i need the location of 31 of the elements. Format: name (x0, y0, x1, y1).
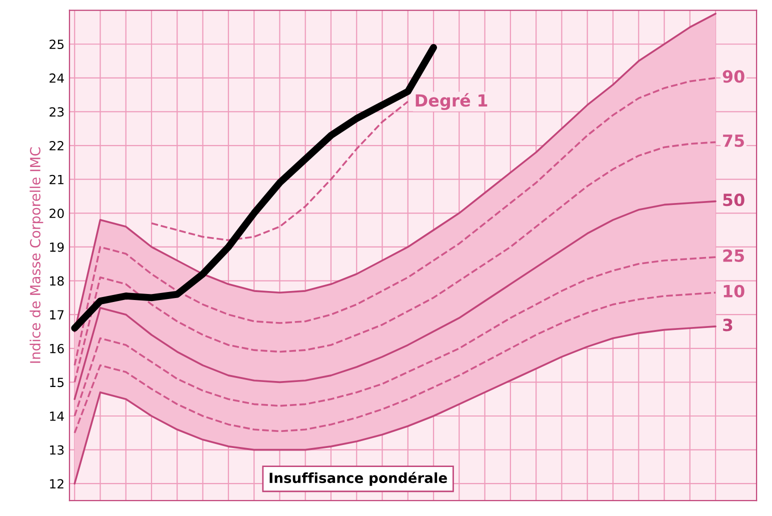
y-tick-label: 17 (50, 310, 64, 320)
y-tick-label: 12 (50, 479, 64, 488)
y-tick-label: 21 (50, 174, 64, 184)
series-label: 90 (722, 70, 744, 83)
y-tick-label: 20 (50, 208, 64, 218)
series-label: 10 (724, 284, 744, 298)
y-axis-title: Indice de Masse Corporelle IMC (30, 147, 44, 363)
y-tick-label: 25 (50, 40, 64, 50)
line-series (74, 292, 716, 434)
line-series (74, 12, 716, 332)
series-label: 75 (723, 134, 744, 148)
y-tick-label: 13 (50, 445, 64, 455)
y-tick-label: 15 (50, 378, 64, 388)
line-series (150, 100, 409, 242)
series-label: 25 (723, 249, 744, 262)
y-tick-label: 24 (50, 73, 64, 83)
y-tick-label: 14 (50, 412, 64, 421)
line-series (74, 141, 716, 384)
series-label: 3 (723, 318, 732, 332)
y-tick-label: 18 (50, 276, 64, 286)
series-label: 50 (723, 194, 744, 206)
y-tick-label: 22 (50, 141, 64, 150)
annotation: Insuffisance pondérale (270, 472, 447, 486)
y-tick-label: 16 (50, 344, 64, 354)
line-series (74, 77, 716, 366)
y-tick-label: 23 (50, 107, 64, 117)
line-series (74, 256, 716, 417)
line-series (74, 326, 716, 485)
series-label: Degré 1 (416, 93, 488, 110)
line-series (74, 200, 716, 400)
y-tick-label: 19 (50, 242, 64, 252)
